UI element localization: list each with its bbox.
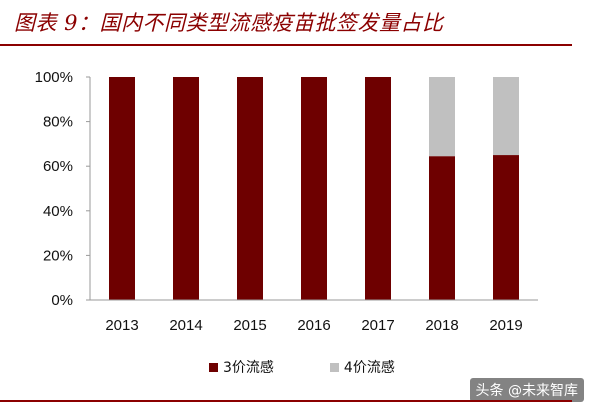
legend-item-3-valent: 3价流感 bbox=[209, 357, 274, 377]
figure-title: 图表 9：国内不同类型流感疫苗批签发量占比 bbox=[14, 11, 444, 35]
x-tick-label: 2019 bbox=[489, 317, 522, 334]
y-tick-label: 80% bbox=[43, 114, 73, 131]
x-tick-label: 2017 bbox=[361, 317, 394, 334]
stacked-bar-chart: 0%20%40%60%80%100% 2013 2014 2015 2016 2017 2… bbox=[35, 69, 538, 334]
bar-2018-series-1 bbox=[429, 156, 455, 300]
bar-2017-series-1 bbox=[365, 77, 391, 300]
y-axis: 0% 20% 40% 60% 80% 100% bbox=[35, 69, 91, 309]
bottom-divider bbox=[0, 400, 572, 402]
x-tick-label: 2014 bbox=[169, 317, 202, 334]
y-tick-label: 0% bbox=[51, 292, 73, 309]
legend-swatch-4-valent bbox=[329, 362, 339, 372]
legend: 3价流感 4价流感 bbox=[209, 356, 451, 378]
bar-2018-series-2 bbox=[429, 77, 455, 157]
x-tick-label: 2013 bbox=[105, 317, 138, 334]
x-tick-label: 2016 bbox=[297, 317, 330, 334]
x-tick-label: 2018 bbox=[425, 317, 458, 334]
y-tick-label: 40% bbox=[43, 203, 73, 220]
y-tick-label: 60% bbox=[43, 158, 73, 175]
bar-2016-series-1 bbox=[301, 77, 327, 300]
bar-2015-series-1 bbox=[237, 77, 263, 300]
y-tick-label: 20% bbox=[43, 247, 73, 264]
bar-2013-series-1 bbox=[109, 77, 135, 300]
bar-area bbox=[109, 77, 519, 300]
x-tick-label: 2015 bbox=[233, 317, 266, 334]
y-tick-label: 100% bbox=[35, 69, 73, 86]
bar-2019-series-1 bbox=[493, 155, 519, 300]
legend-swatch-3-valent bbox=[209, 362, 218, 372]
title-divider bbox=[0, 44, 572, 46]
x-axis: 2013 2014 2015 2016 2017 2018 2019 bbox=[90, 299, 538, 334]
bar-2014-series-1 bbox=[173, 77, 199, 300]
legend-label-4-valent: 4价流感 bbox=[343, 360, 395, 376]
figure-header: 图表 9：国内不同类型流感疫苗批签发量占比 bbox=[0, 0, 590, 47]
bar-2019-series-2 bbox=[493, 77, 519, 156]
watermark: 头条 @未来智库 bbox=[469, 378, 584, 402]
legend-item-4-valent: 4价流感 bbox=[329, 357, 395, 377]
legend-label-3-valent: 3价流感 bbox=[223, 360, 274, 376]
